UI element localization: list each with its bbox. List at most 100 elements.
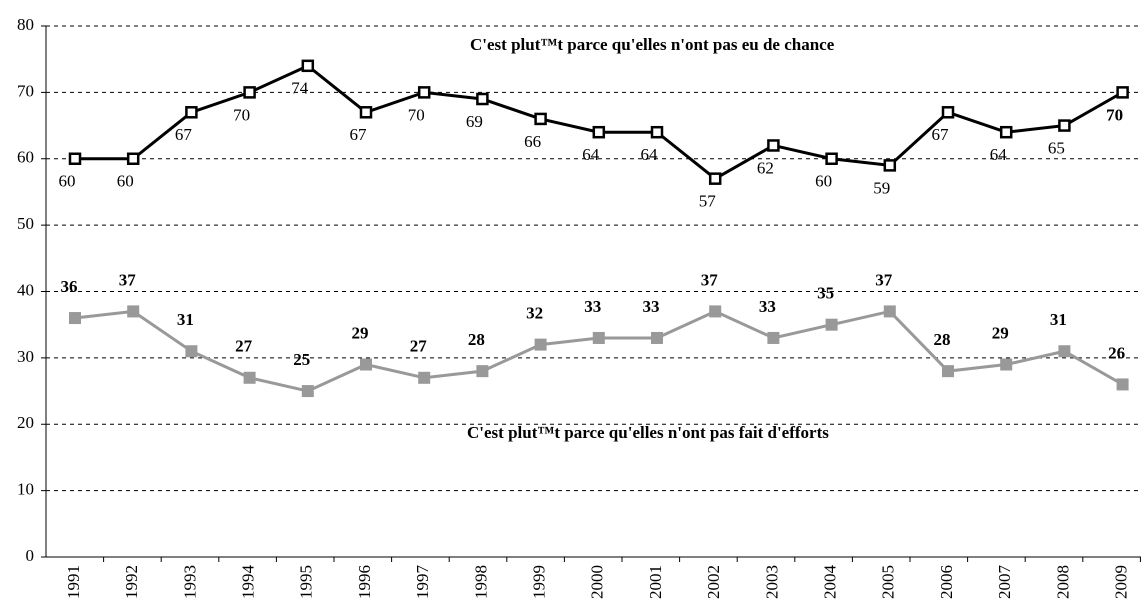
data-label: 28 (934, 330, 951, 349)
data-label: 25 (293, 350, 310, 369)
marker (360, 358, 372, 371)
marker (941, 106, 955, 119)
marker (359, 106, 373, 119)
marker (942, 365, 954, 378)
x-tick-label: 2006 (937, 565, 956, 599)
data-label: 62 (757, 158, 774, 177)
data-label: 32 (526, 304, 543, 323)
data-label: 69 (466, 112, 483, 131)
data-label: 37 (701, 270, 719, 289)
marker (767, 139, 780, 152)
marker (185, 106, 198, 119)
data-label: 28 (468, 330, 485, 349)
data-label: 35 (817, 284, 834, 303)
marker (767, 331, 780, 344)
marker (534, 338, 547, 351)
data-label: 70 (233, 105, 250, 124)
y-tick-label: 80 (17, 15, 34, 34)
marker (243, 86, 256, 99)
y-tick-label: 10 (17, 480, 34, 499)
x-tick-label: 1991 (64, 565, 83, 599)
data-label: 64 (582, 145, 600, 164)
marker (1000, 358, 1013, 371)
data-label: 31 (177, 310, 194, 329)
data-label: 57 (699, 192, 717, 211)
marker (126, 152, 140, 165)
marker (592, 331, 605, 344)
y-tick-label: 50 (17, 214, 34, 233)
data-label: 66 (524, 132, 541, 151)
data-label: 70 (408, 105, 425, 124)
data-label: 60 (117, 172, 134, 191)
x-tick-label: 1998 (471, 565, 490, 599)
data-label: 33 (643, 297, 660, 316)
marker (825, 152, 838, 165)
data-label: 37 (875, 270, 893, 289)
y-tick-label: 0 (26, 546, 35, 565)
marker (301, 59, 315, 73)
data-label: 33 (759, 297, 776, 316)
marker (1116, 86, 1129, 99)
data-label: 37 (119, 270, 137, 289)
data-label: 59 (873, 178, 890, 197)
data-label: 36 (61, 277, 78, 296)
y-tick-label: 30 (17, 347, 34, 366)
marker (127, 305, 140, 318)
marker (68, 152, 82, 165)
marker (69, 312, 81, 325)
y-tick-label: 20 (17, 413, 34, 432)
data-label: 67 (175, 125, 193, 144)
x-tick-label: 2005 (879, 565, 898, 599)
data-label: 31 (1050, 310, 1067, 329)
x-tick-label: 2007 (995, 565, 1014, 600)
marker (1058, 345, 1071, 358)
y-tick-label: 70 (17, 81, 34, 100)
x-tick-label: 1994 (239, 565, 258, 600)
marker (476, 92, 489, 106)
marker (185, 345, 198, 358)
marker (534, 112, 547, 126)
marker (883, 305, 896, 318)
x-tick-label: 1996 (355, 565, 374, 599)
marker (1058, 119, 1071, 132)
x-tick-label: 1995 (297, 565, 316, 599)
data-label: 65 (1048, 138, 1065, 157)
x-tick-label: 2008 (1053, 565, 1072, 599)
x-tick-label: 2009 (1112, 565, 1131, 599)
series-label: C'est plut™t parce qu'elles n'ont pas eu… (470, 35, 835, 54)
x-tick-label: 2000 (588, 565, 607, 599)
marker (301, 385, 314, 398)
y-tick-label: 40 (17, 280, 34, 299)
series-label: C'est plut™t parce qu'elles n'ont pas fa… (467, 423, 829, 442)
data-label: 70 (1106, 105, 1123, 124)
data-label: 74 (291, 79, 309, 98)
data-label: 60 (59, 172, 76, 191)
data-label: 29 (992, 323, 1009, 342)
x-tick-label: 1997 (413, 565, 432, 600)
marker (883, 159, 897, 172)
marker (592, 125, 606, 139)
marker (476, 365, 489, 378)
x-tick-label: 2001 (646, 565, 665, 599)
data-label: 27 (410, 337, 428, 356)
marker (650, 125, 664, 139)
marker (825, 318, 838, 331)
data-label: 26 (1108, 343, 1125, 362)
data-label: 64 (990, 145, 1008, 164)
marker (418, 371, 431, 384)
data-label: 60 (815, 172, 832, 191)
x-tick-label: 2004 (821, 565, 840, 600)
x-tick-label: 1999 (530, 565, 549, 599)
series-line (74, 309, 1124, 393)
marker (999, 125, 1013, 139)
data-label: 27 (235, 337, 253, 356)
data-label: 33 (584, 297, 601, 316)
data-label: 67 (350, 125, 368, 144)
y-tick-label: 60 (17, 148, 34, 167)
x-tick-label: 2002 (704, 565, 723, 599)
x-tick-label: 1993 (180, 565, 199, 599)
x-tick-label: 1992 (122, 565, 141, 599)
marker (417, 86, 431, 99)
marker (1116, 378, 1129, 391)
